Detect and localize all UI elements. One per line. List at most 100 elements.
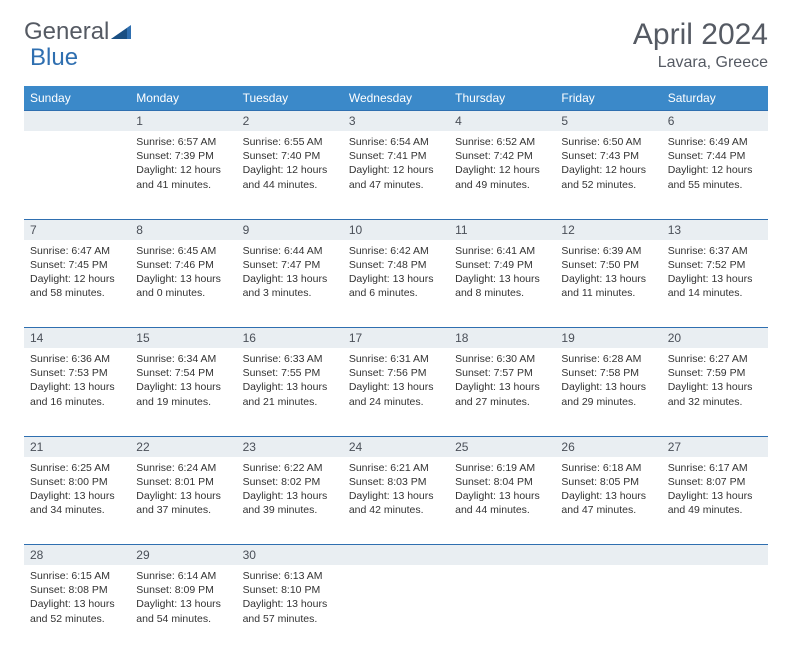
logo: General bbox=[24, 18, 131, 46]
sunrise-line: Sunrise: 6:31 AM bbox=[349, 352, 443, 366]
day-cell: Sunrise: 6:33 AMSunset: 7:55 PMDaylight:… bbox=[237, 348, 343, 436]
day-number-cell: 6 bbox=[662, 111, 768, 132]
daylight-line-1: Daylight: 13 hours bbox=[243, 272, 337, 286]
day-cell: Sunrise: 6:25 AMSunset: 8:00 PMDaylight:… bbox=[24, 457, 130, 545]
day-number-cell: 16 bbox=[237, 328, 343, 349]
day-number-cell: 20 bbox=[662, 328, 768, 349]
sunset-line: Sunset: 8:04 PM bbox=[455, 475, 549, 489]
month-title: April 2024 bbox=[633, 18, 768, 52]
day-cell bbox=[343, 565, 449, 653]
daylight-line-2: and 21 minutes. bbox=[243, 395, 337, 409]
day-number-cell: 22 bbox=[130, 436, 236, 457]
daylight-line-1: Daylight: 13 hours bbox=[243, 380, 337, 394]
day-number-cell: 18 bbox=[449, 328, 555, 349]
day-number-cell: 15 bbox=[130, 328, 236, 349]
sunset-line: Sunset: 7:48 PM bbox=[349, 258, 443, 272]
daylight-line-1: Daylight: 12 hours bbox=[668, 163, 762, 177]
content-row: Sunrise: 6:57 AMSunset: 7:39 PMDaylight:… bbox=[24, 131, 768, 219]
sunrise-line: Sunrise: 6:37 AM bbox=[668, 244, 762, 258]
daylight-line-1: Daylight: 13 hours bbox=[668, 489, 762, 503]
day-number-cell: 17 bbox=[343, 328, 449, 349]
day-cell bbox=[449, 565, 555, 653]
daylight-line-2: and 52 minutes. bbox=[30, 612, 124, 626]
sunset-line: Sunset: 8:10 PM bbox=[243, 583, 337, 597]
sunset-line: Sunset: 7:42 PM bbox=[455, 149, 549, 163]
sunrise-line: Sunrise: 6:13 AM bbox=[243, 569, 337, 583]
day-cell: Sunrise: 6:31 AMSunset: 7:56 PMDaylight:… bbox=[343, 348, 449, 436]
daylight-line-2: and 0 minutes. bbox=[136, 286, 230, 300]
sunrise-line: Sunrise: 6:49 AM bbox=[668, 135, 762, 149]
daylight-line-1: Daylight: 13 hours bbox=[455, 489, 549, 503]
day-number-cell: 27 bbox=[662, 436, 768, 457]
sunset-line: Sunset: 7:49 PM bbox=[455, 258, 549, 272]
sunset-line: Sunset: 7:46 PM bbox=[136, 258, 230, 272]
daylight-line-2: and 24 minutes. bbox=[349, 395, 443, 409]
day-cell: Sunrise: 6:55 AMSunset: 7:40 PMDaylight:… bbox=[237, 131, 343, 219]
sunset-line: Sunset: 8:08 PM bbox=[30, 583, 124, 597]
daylight-line-2: and 47 minutes. bbox=[561, 503, 655, 517]
daylight-line-2: and 6 minutes. bbox=[349, 286, 443, 300]
daylight-line-1: Daylight: 13 hours bbox=[561, 489, 655, 503]
sunrise-line: Sunrise: 6:22 AM bbox=[243, 461, 337, 475]
sunrise-line: Sunrise: 6:52 AM bbox=[455, 135, 549, 149]
daylight-line-1: Daylight: 12 hours bbox=[30, 272, 124, 286]
logo-text-blue: Blue bbox=[30, 44, 78, 72]
day-number-cell: 21 bbox=[24, 436, 130, 457]
sunset-line: Sunset: 7:39 PM bbox=[136, 149, 230, 163]
day-cell: Sunrise: 6:36 AMSunset: 7:53 PMDaylight:… bbox=[24, 348, 130, 436]
daylight-line-1: Daylight: 13 hours bbox=[561, 380, 655, 394]
day-cell bbox=[555, 565, 661, 653]
daylight-line-2: and 8 minutes. bbox=[455, 286, 549, 300]
sunrise-line: Sunrise: 6:55 AM bbox=[243, 135, 337, 149]
sunrise-line: Sunrise: 6:19 AM bbox=[455, 461, 549, 475]
sunset-line: Sunset: 7:47 PM bbox=[243, 258, 337, 272]
sunrise-line: Sunrise: 6:27 AM bbox=[668, 352, 762, 366]
content-row: Sunrise: 6:25 AMSunset: 8:00 PMDaylight:… bbox=[24, 457, 768, 545]
day-number-cell: 30 bbox=[237, 545, 343, 566]
sunrise-line: Sunrise: 6:36 AM bbox=[30, 352, 124, 366]
sunrise-line: Sunrise: 6:30 AM bbox=[455, 352, 549, 366]
daynum-row: 14151617181920 bbox=[24, 328, 768, 349]
sunrise-line: Sunrise: 6:44 AM bbox=[243, 244, 337, 258]
day-cell: Sunrise: 6:24 AMSunset: 8:01 PMDaylight:… bbox=[130, 457, 236, 545]
daynum-row: 123456 bbox=[24, 111, 768, 132]
sunset-line: Sunset: 7:56 PM bbox=[349, 366, 443, 380]
day-cell: Sunrise: 6:17 AMSunset: 8:07 PMDaylight:… bbox=[662, 457, 768, 545]
day-cell: Sunrise: 6:52 AMSunset: 7:42 PMDaylight:… bbox=[449, 131, 555, 219]
location: Lavara, Greece bbox=[633, 54, 768, 72]
day-header: Saturday bbox=[662, 86, 768, 111]
day-cell: Sunrise: 6:14 AMSunset: 8:09 PMDaylight:… bbox=[130, 565, 236, 653]
day-cell: Sunrise: 6:39 AMSunset: 7:50 PMDaylight:… bbox=[555, 240, 661, 328]
daylight-line-2: and 34 minutes. bbox=[30, 503, 124, 517]
daylight-line-1: Daylight: 13 hours bbox=[136, 380, 230, 394]
sunrise-line: Sunrise: 6:47 AM bbox=[30, 244, 124, 258]
sunrise-line: Sunrise: 6:39 AM bbox=[561, 244, 655, 258]
day-cell: Sunrise: 6:15 AMSunset: 8:08 PMDaylight:… bbox=[24, 565, 130, 653]
day-cell: Sunrise: 6:37 AMSunset: 7:52 PMDaylight:… bbox=[662, 240, 768, 328]
day-number-cell: 4 bbox=[449, 111, 555, 132]
day-header: Thursday bbox=[449, 86, 555, 111]
sunset-line: Sunset: 7:52 PM bbox=[668, 258, 762, 272]
day-number-cell: 10 bbox=[343, 219, 449, 240]
daylight-line-1: Daylight: 12 hours bbox=[561, 163, 655, 177]
daynum-row: 21222324252627 bbox=[24, 436, 768, 457]
logo-triangle-icon bbox=[111, 23, 131, 39]
daylight-line-1: Daylight: 13 hours bbox=[668, 272, 762, 286]
day-number-cell: 9 bbox=[237, 219, 343, 240]
daylight-line-2: and 49 minutes. bbox=[455, 178, 549, 192]
daylight-line-1: Daylight: 13 hours bbox=[136, 272, 230, 286]
daylight-line-2: and 37 minutes. bbox=[136, 503, 230, 517]
sunrise-line: Sunrise: 6:42 AM bbox=[349, 244, 443, 258]
daylight-line-2: and 41 minutes. bbox=[136, 178, 230, 192]
sunset-line: Sunset: 7:57 PM bbox=[455, 366, 549, 380]
day-number-cell: 29 bbox=[130, 545, 236, 566]
sunrise-line: Sunrise: 6:34 AM bbox=[136, 352, 230, 366]
content-row: Sunrise: 6:36 AMSunset: 7:53 PMDaylight:… bbox=[24, 348, 768, 436]
daylight-line-2: and 42 minutes. bbox=[349, 503, 443, 517]
day-number-cell: 8 bbox=[130, 219, 236, 240]
daylight-line-2: and 16 minutes. bbox=[30, 395, 124, 409]
day-number-cell bbox=[555, 545, 661, 566]
sunrise-line: Sunrise: 6:17 AM bbox=[668, 461, 762, 475]
day-cell: Sunrise: 6:47 AMSunset: 7:45 PMDaylight:… bbox=[24, 240, 130, 328]
day-cell: Sunrise: 6:21 AMSunset: 8:03 PMDaylight:… bbox=[343, 457, 449, 545]
